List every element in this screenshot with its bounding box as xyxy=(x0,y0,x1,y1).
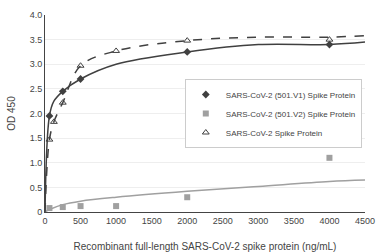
svg-text:2500: 2500 xyxy=(213,216,233,226)
svg-text:3.5: 3.5 xyxy=(30,35,43,45)
svg-text:0.5: 0.5 xyxy=(30,183,43,193)
svg-text:4500: 4500 xyxy=(355,216,375,226)
svg-text:1.5: 1.5 xyxy=(30,133,43,143)
svg-text:0: 0 xyxy=(42,216,47,226)
svg-text:Recombinant full-length SARS-C: Recombinant full-length SARS-CoV-2 spike… xyxy=(74,241,337,252)
svg-text:3500: 3500 xyxy=(284,216,304,226)
svg-text:500: 500 xyxy=(73,216,88,226)
svg-text:3.0: 3.0 xyxy=(30,59,43,69)
svg-text:OD 450: OD 450 xyxy=(6,96,17,131)
svg-text:SARS-CoV-2 (501.V2) Spike Prot: SARS-CoV-2 (501.V2) Spike Protein xyxy=(226,110,355,119)
svg-text:2.0: 2.0 xyxy=(30,109,43,119)
svg-text:4000: 4000 xyxy=(319,216,339,226)
svg-text:SARS-CoV-2 (501.V1) Spike Prot: SARS-CoV-2 (501.V1) Spike Protein xyxy=(226,91,355,100)
svg-text:1.0: 1.0 xyxy=(30,158,43,168)
svg-text:3000: 3000 xyxy=(248,216,268,226)
svg-text:1000: 1000 xyxy=(106,216,126,226)
svg-text:SARS-CoV-2 Spike Protein: SARS-CoV-2 Spike Protein xyxy=(226,129,322,138)
svg-text:0: 0 xyxy=(37,207,42,217)
svg-text:2.5: 2.5 xyxy=(30,84,43,94)
svg-text:1500: 1500 xyxy=(142,216,162,226)
svg-text:4.0: 4.0 xyxy=(30,10,43,20)
svg-text:2000: 2000 xyxy=(177,216,197,226)
